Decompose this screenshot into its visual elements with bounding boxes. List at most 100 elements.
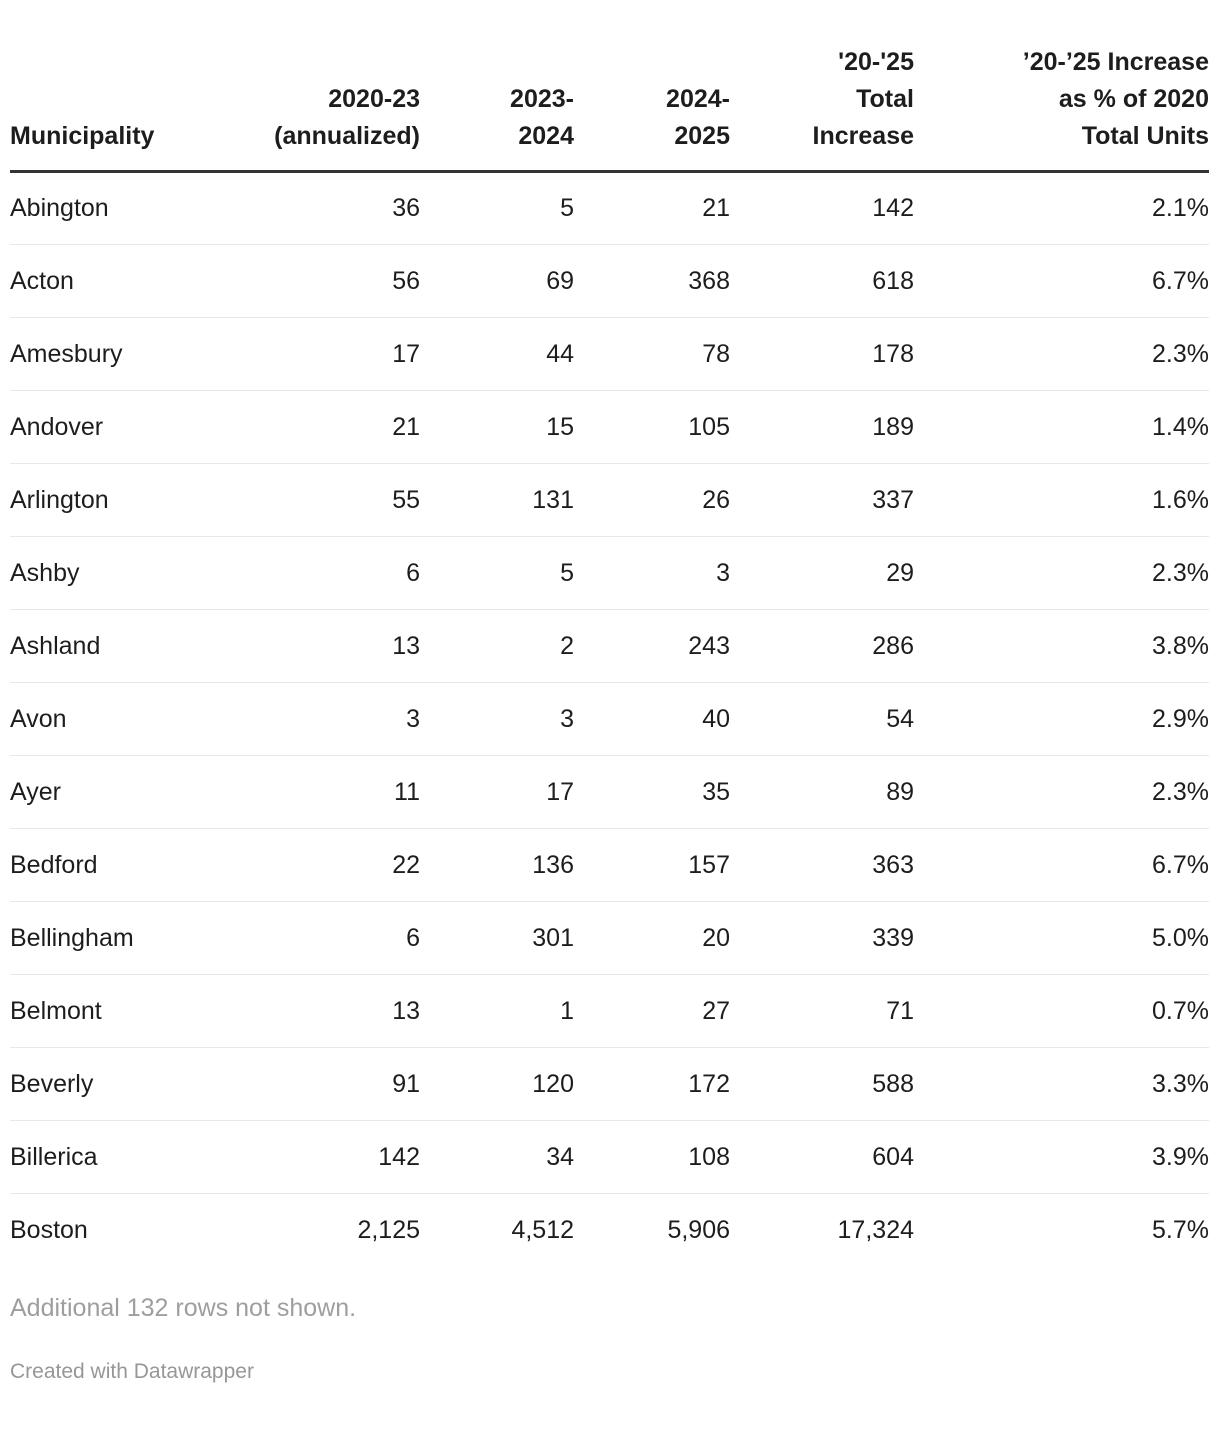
value-cell: 105 — [688, 412, 730, 441]
value-cell: 339 — [872, 923, 914, 952]
percent-cell: 0.7% — [1152, 996, 1209, 1025]
header-increase-percent: ’20-’25 Increase as % of 2020 Total Unit… — [914, 24, 1209, 173]
value-cell: 17 — [392, 339, 420, 368]
value-cell: 35 — [702, 777, 730, 806]
header-2024-2025: 2024- 2025 — [574, 24, 730, 173]
municipality-cell: Amesbury — [10, 339, 123, 368]
value-cell: 5,906 — [667, 1215, 730, 1244]
table-row: Belmont 13 1 27 71 0.7% — [10, 975, 1209, 1048]
value-cell: 136 — [532, 850, 574, 879]
percent-cell: 2.9% — [1152, 704, 1209, 733]
value-cell: 3 — [560, 704, 574, 733]
value-cell: 17 — [546, 777, 574, 806]
percent-cell: 3.8% — [1152, 631, 1209, 660]
value-cell: 588 — [872, 1069, 914, 1098]
percent-cell: 6.7% — [1152, 266, 1209, 295]
percent-cell: 2.1% — [1152, 194, 1209, 222]
percent-cell: 2.3% — [1152, 558, 1209, 587]
table-row: Boston 2,125 4,512 5,906 17,324 5.7% — [10, 1194, 1209, 1267]
value-cell: 131 — [532, 485, 574, 514]
percent-cell: 3.3% — [1152, 1069, 1209, 1098]
value-cell: 4,512 — [511, 1215, 574, 1244]
value-cell: 54 — [886, 704, 914, 733]
value-cell: 2 — [560, 631, 574, 660]
value-cell: 15 — [546, 412, 574, 441]
table-row: Bedford 22 136 157 363 6.7% — [10, 829, 1209, 902]
value-cell: 286 — [872, 631, 914, 660]
value-cell: 363 — [872, 850, 914, 879]
value-cell: 3 — [406, 704, 420, 733]
value-cell: 44 — [546, 339, 574, 368]
municipality-cell: Belmont — [10, 996, 102, 1025]
table-row: Beverly 91 120 172 588 3.3% — [10, 1048, 1209, 1121]
table-row: Ayer 11 17 35 89 2.3% — [10, 756, 1209, 829]
value-cell: 120 — [532, 1069, 574, 1098]
value-cell: 26 — [702, 485, 730, 514]
datawrapper-attribution-link[interactable]: Created with Datawrapper — [10, 1359, 254, 1383]
value-cell: 36 — [392, 194, 420, 222]
value-cell: 618 — [872, 266, 914, 295]
municipality-cell: Acton — [10, 266, 74, 295]
value-cell: 142 — [872, 194, 914, 222]
value-cell: 142 — [378, 1142, 420, 1171]
data-table-visualization: Municipality 2020-23 (annualized) 2023- … — [0, 24, 1220, 1267]
table-header: Municipality 2020-23 (annualized) 2023- … — [10, 24, 1209, 173]
value-cell: 337 — [872, 485, 914, 514]
value-cell: 1 — [560, 996, 574, 1025]
table-row: Abington 36 5 21 142 2.1% — [10, 172, 1209, 245]
value-cell: 301 — [532, 923, 574, 952]
value-cell: 5 — [560, 194, 574, 222]
municipality-cell: Bellingham — [10, 923, 134, 952]
value-cell: 5 — [560, 558, 574, 587]
table-row: Acton 56 69 368 618 6.7% — [10, 245, 1209, 318]
value-cell: 34 — [546, 1142, 574, 1171]
value-cell: 189 — [872, 412, 914, 441]
value-cell: 71 — [886, 996, 914, 1025]
value-cell: 29 — [886, 558, 914, 587]
percent-cell: 2.3% — [1152, 339, 1209, 368]
value-cell: 27 — [702, 996, 730, 1025]
value-cell: 6 — [406, 923, 420, 952]
municipality-cell: Avon — [10, 704, 67, 733]
value-cell: 243 — [688, 631, 730, 660]
value-cell: 55 — [392, 485, 420, 514]
value-cell: 2,125 — [357, 1215, 420, 1244]
header-2023-2024: 2023- 2024 — [420, 24, 574, 173]
municipality-cell: Abington — [10, 194, 109, 222]
value-cell: 40 — [702, 704, 730, 733]
percent-cell: 2.3% — [1152, 777, 1209, 806]
municipality-cell: Beverly — [10, 1069, 94, 1098]
table-row: Bellingham 6 301 20 339 5.0% — [10, 902, 1209, 975]
municipality-cell: Ayer — [10, 777, 61, 806]
value-cell: 368 — [688, 266, 730, 295]
municipality-housing-table: Municipality 2020-23 (annualized) 2023- … — [10, 24, 1209, 1267]
value-cell: 69 — [546, 266, 574, 295]
percent-cell: 5.7% — [1152, 1215, 1209, 1244]
value-cell: 157 — [688, 850, 730, 879]
header-total-increase: '20-'25 Total Increase — [730, 24, 914, 173]
table-body: Abington 36 5 21 142 2.1% Acton 56 69 36… — [10, 172, 1209, 1267]
table-row: Ashland 13 2 243 286 3.8% — [10, 610, 1209, 683]
table-row: Arlington 55 131 26 337 1.6% — [10, 464, 1209, 537]
value-cell: 22 — [392, 850, 420, 879]
value-cell: 178 — [872, 339, 914, 368]
datawrapper-attribution: Created with Datawrapper — [0, 1359, 1220, 1385]
value-cell: 6 — [406, 558, 420, 587]
value-cell: 604 — [872, 1142, 914, 1171]
percent-cell: 5.0% — [1152, 923, 1209, 952]
table-row: Amesbury 17 44 78 178 2.3% — [10, 318, 1209, 391]
municipality-cell: Arlington — [10, 485, 109, 514]
municipality-cell: Ashland — [10, 631, 101, 660]
value-cell: 20 — [702, 923, 730, 952]
percent-cell: 1.4% — [1152, 412, 1209, 441]
value-cell: 21 — [392, 412, 420, 441]
value-cell: 89 — [886, 777, 914, 806]
value-cell: 13 — [392, 631, 420, 660]
municipality-cell: Bedford — [10, 850, 98, 879]
value-cell: 3 — [716, 558, 730, 587]
header-2020-23-annualized: 2020-23 (annualized) — [240, 24, 420, 173]
value-cell: 21 — [702, 194, 730, 222]
municipality-cell: Andover — [10, 412, 104, 441]
value-cell: 17,324 — [837, 1215, 914, 1244]
value-cell: 108 — [688, 1142, 730, 1171]
